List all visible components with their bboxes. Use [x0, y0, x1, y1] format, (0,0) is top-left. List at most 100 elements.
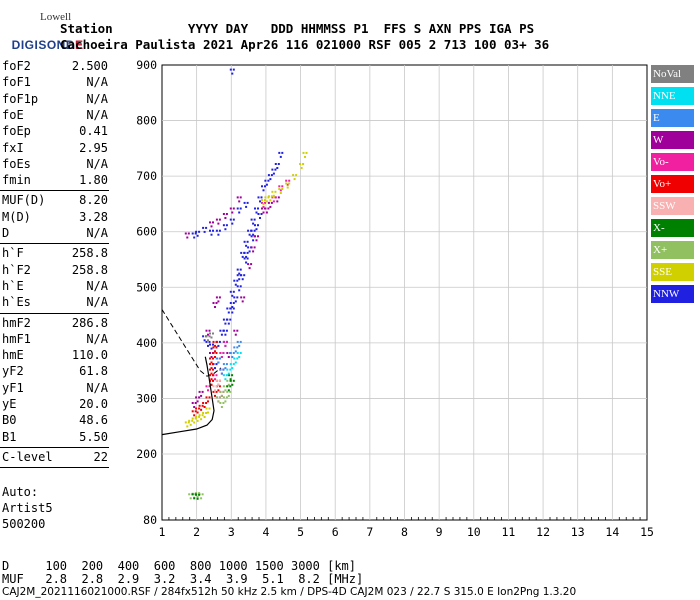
data-point-w [201, 390, 204, 393]
data-point-vo- [215, 390, 218, 393]
data-point-nne [233, 357, 236, 360]
data-point-vo- [215, 346, 218, 349]
data-point-nnw [254, 224, 256, 227]
data-point-sse [202, 412, 205, 414]
data-point-nnw [274, 163, 277, 165]
param-row-fof1p: foF1p N/A [2, 92, 108, 108]
data-point-w [236, 329, 239, 332]
data-point-vo- [279, 189, 282, 192]
logo-main-suffix: E [75, 38, 84, 52]
data-point-x- [198, 493, 201, 496]
data-point-w [198, 390, 201, 393]
data-point-x- [217, 400, 220, 403]
y-tick-label: 600 [136, 225, 157, 239]
data-point-sse [293, 178, 296, 181]
data-point-nnw [238, 211, 241, 214]
data-point-nnw [233, 279, 236, 282]
data-point-nnw [276, 167, 279, 169]
param-label: h`Es [2, 295, 31, 310]
param-row-b0: B0 48.6 [2, 413, 108, 429]
data-point-nnw [267, 174, 270, 177]
data-point-nnw [218, 229, 221, 232]
data-point-ssw [215, 379, 218, 382]
param-separator [0, 190, 109, 192]
data-point-nnw [202, 226, 205, 229]
data-point-sse [300, 167, 303, 169]
data-point-sse [278, 188, 281, 190]
param-label: foF1p [2, 91, 39, 106]
data-point-e [232, 352, 235, 354]
y-tick-label: 500 [136, 280, 157, 294]
param-row-foes: foEs N/A [2, 157, 108, 173]
logo-lowell-text: Lowell [40, 11, 72, 23]
data-point-sse [187, 421, 190, 424]
param-row-hme: hmE 110.0 [2, 348, 108, 364]
data-point-sse [194, 417, 197, 420]
data-point-sse [198, 414, 201, 417]
data-point-vo- [264, 201, 266, 204]
data-point-nnw [246, 257, 249, 260]
data-point-vo- [198, 404, 201, 407]
data-point-sse [281, 188, 284, 190]
data-point-w [215, 302, 218, 304]
data-point-vo- [208, 385, 211, 388]
param-label: fmin [2, 173, 31, 188]
param-value: 61.8 [79, 364, 108, 379]
data-point-nnw [248, 250, 251, 253]
data-point-nnw [234, 300, 237, 303]
data-point-vo- [271, 196, 274, 199]
data-point-nne [222, 374, 225, 377]
data-point-vo- [210, 378, 213, 381]
data-point-x- [191, 493, 194, 496]
data-point-nnw [247, 246, 250, 249]
data-point-nnw [215, 363, 218, 366]
data-point-w [193, 406, 196, 408]
param-row-yf1: yF1 N/A [2, 381, 108, 397]
data-point-x- [227, 389, 230, 392]
data-point-w [212, 221, 214, 224]
data-point-e [224, 367, 227, 370]
data-point-vo- [212, 346, 215, 349]
data-point-nnw [209, 343, 211, 346]
data-point-sse [272, 194, 275, 197]
data-point-sse [285, 182, 288, 185]
data-point-x- [224, 400, 227, 403]
param-row-h-e: h`E N/A [2, 279, 108, 295]
param-row-h-f2: h`F2 258.8 [2, 263, 108, 279]
data-point-vo- [191, 410, 194, 413]
param-value: 8.20 [79, 193, 108, 208]
data-point-x- [201, 493, 204, 496]
data-point-vo- [208, 396, 211, 399]
y-tick-label: 80 [143, 513, 157, 527]
auto-label: Auto: [2, 485, 39, 499]
data-point-x- [196, 496, 199, 499]
param-label: fxI [2, 140, 24, 155]
data-point-noval [210, 336, 213, 339]
data-point-sse [292, 174, 295, 177]
data-point-nnw [220, 333, 223, 336]
data-point-nnw [202, 335, 205, 338]
data-point-w [205, 329, 208, 332]
data-point-nnw [245, 244, 248, 247]
param-label: foE [2, 107, 24, 122]
param-row-h-es: h`Es N/A [2, 295, 108, 311]
data-point-nnw [232, 307, 235, 310]
data-point-w [215, 218, 218, 221]
data-point-nnw [227, 322, 230, 325]
x-tick-label: 13 [571, 525, 585, 539]
data-point-x- [227, 394, 230, 397]
data-point-nne [226, 368, 229, 371]
data-point-nnw [236, 274, 239, 277]
data-point-nnw [224, 322, 227, 325]
data-point-sse [288, 182, 291, 185]
data-point-sse [270, 195, 273, 198]
data-point-vo- [207, 400, 209, 403]
data-point-w [270, 201, 273, 204]
data-point-vo- [281, 185, 284, 188]
data-point-nnw [240, 251, 243, 254]
data-point-nnw [232, 290, 235, 293]
data-point-vo- [205, 396, 208, 399]
data-point-x- [188, 493, 191, 496]
data-point-w [208, 329, 211, 332]
param-value: 20.0 [79, 397, 108, 411]
